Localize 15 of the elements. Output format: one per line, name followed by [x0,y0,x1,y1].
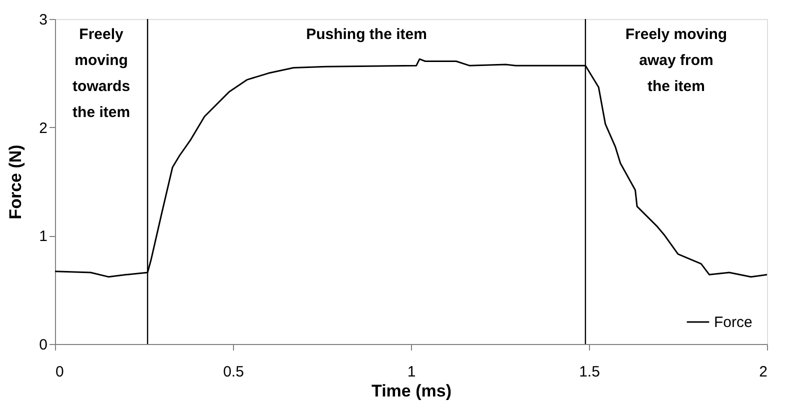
annotation: Pushing the item [306,26,427,43]
y-axis-title: Force (N) [6,144,26,220]
y-tick-label: 3 [39,12,48,28]
y-tick-label: 1 [39,228,48,246]
annotation: Freely moving away from the item [625,26,728,95]
x-tick-label: 0 [56,364,64,380]
x-tick-label: 1.5 [579,364,600,380]
x-axis-title: Time (ms) [372,382,452,400]
legend-label: Force [714,314,752,331]
y-tick-label: 2 [39,120,48,137]
y-tick-label: 0 [39,336,48,354]
annotation: Freely moving towards the item [72,26,130,121]
x-tick-label: 1 [407,364,416,380]
x-tick-label: 2 [759,364,768,380]
x-tick-label: 0.5 [223,364,244,380]
